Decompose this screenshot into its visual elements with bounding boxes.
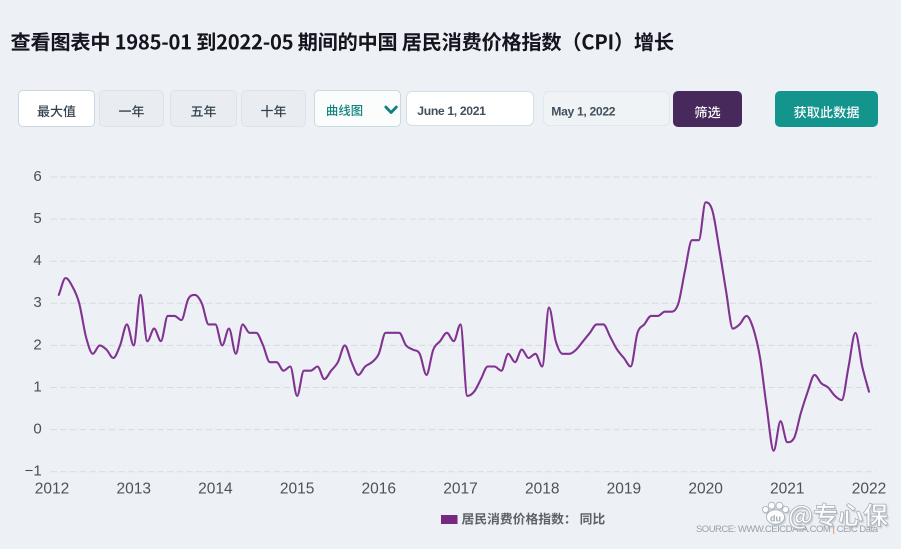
svg-text:SOURCE: WWW.CEICDATA.COM | CEI: SOURCE: WWW.CEICDATA.COM | CEIC Data: [696, 524, 879, 535]
svg-text:2017: 2017: [443, 481, 477, 498]
svg-text:2016: 2016: [362, 481, 396, 498]
svg-text:2: 2: [33, 336, 41, 353]
svg-text:0: 0: [33, 421, 41, 438]
svg-text:−1: −1: [25, 463, 42, 480]
svg-text:1: 1: [33, 378, 41, 395]
svg-text:5: 5: [33, 210, 41, 227]
svg-text:2018: 2018: [525, 481, 559, 498]
svg-text:3: 3: [33, 294, 41, 311]
svg-text:du: du: [770, 514, 781, 524]
svg-text:2014: 2014: [198, 481, 233, 498]
svg-text:2020: 2020: [688, 481, 723, 498]
svg-text:2013: 2013: [116, 481, 150, 498]
svg-text:2012: 2012: [35, 481, 69, 498]
svg-text:2021: 2021: [770, 481, 804, 498]
svg-text:2022: 2022: [852, 481, 886, 498]
svg-text:2019: 2019: [607, 481, 641, 498]
svg-text:6: 6: [33, 168, 41, 185]
svg-text:2015: 2015: [280, 481, 314, 498]
svg-text:June 1, 2021: June 1, 2021: [417, 104, 486, 118]
svg-text:May 1, 2022: May 1, 2022: [551, 105, 615, 119]
svg-text:4: 4: [33, 252, 41, 269]
